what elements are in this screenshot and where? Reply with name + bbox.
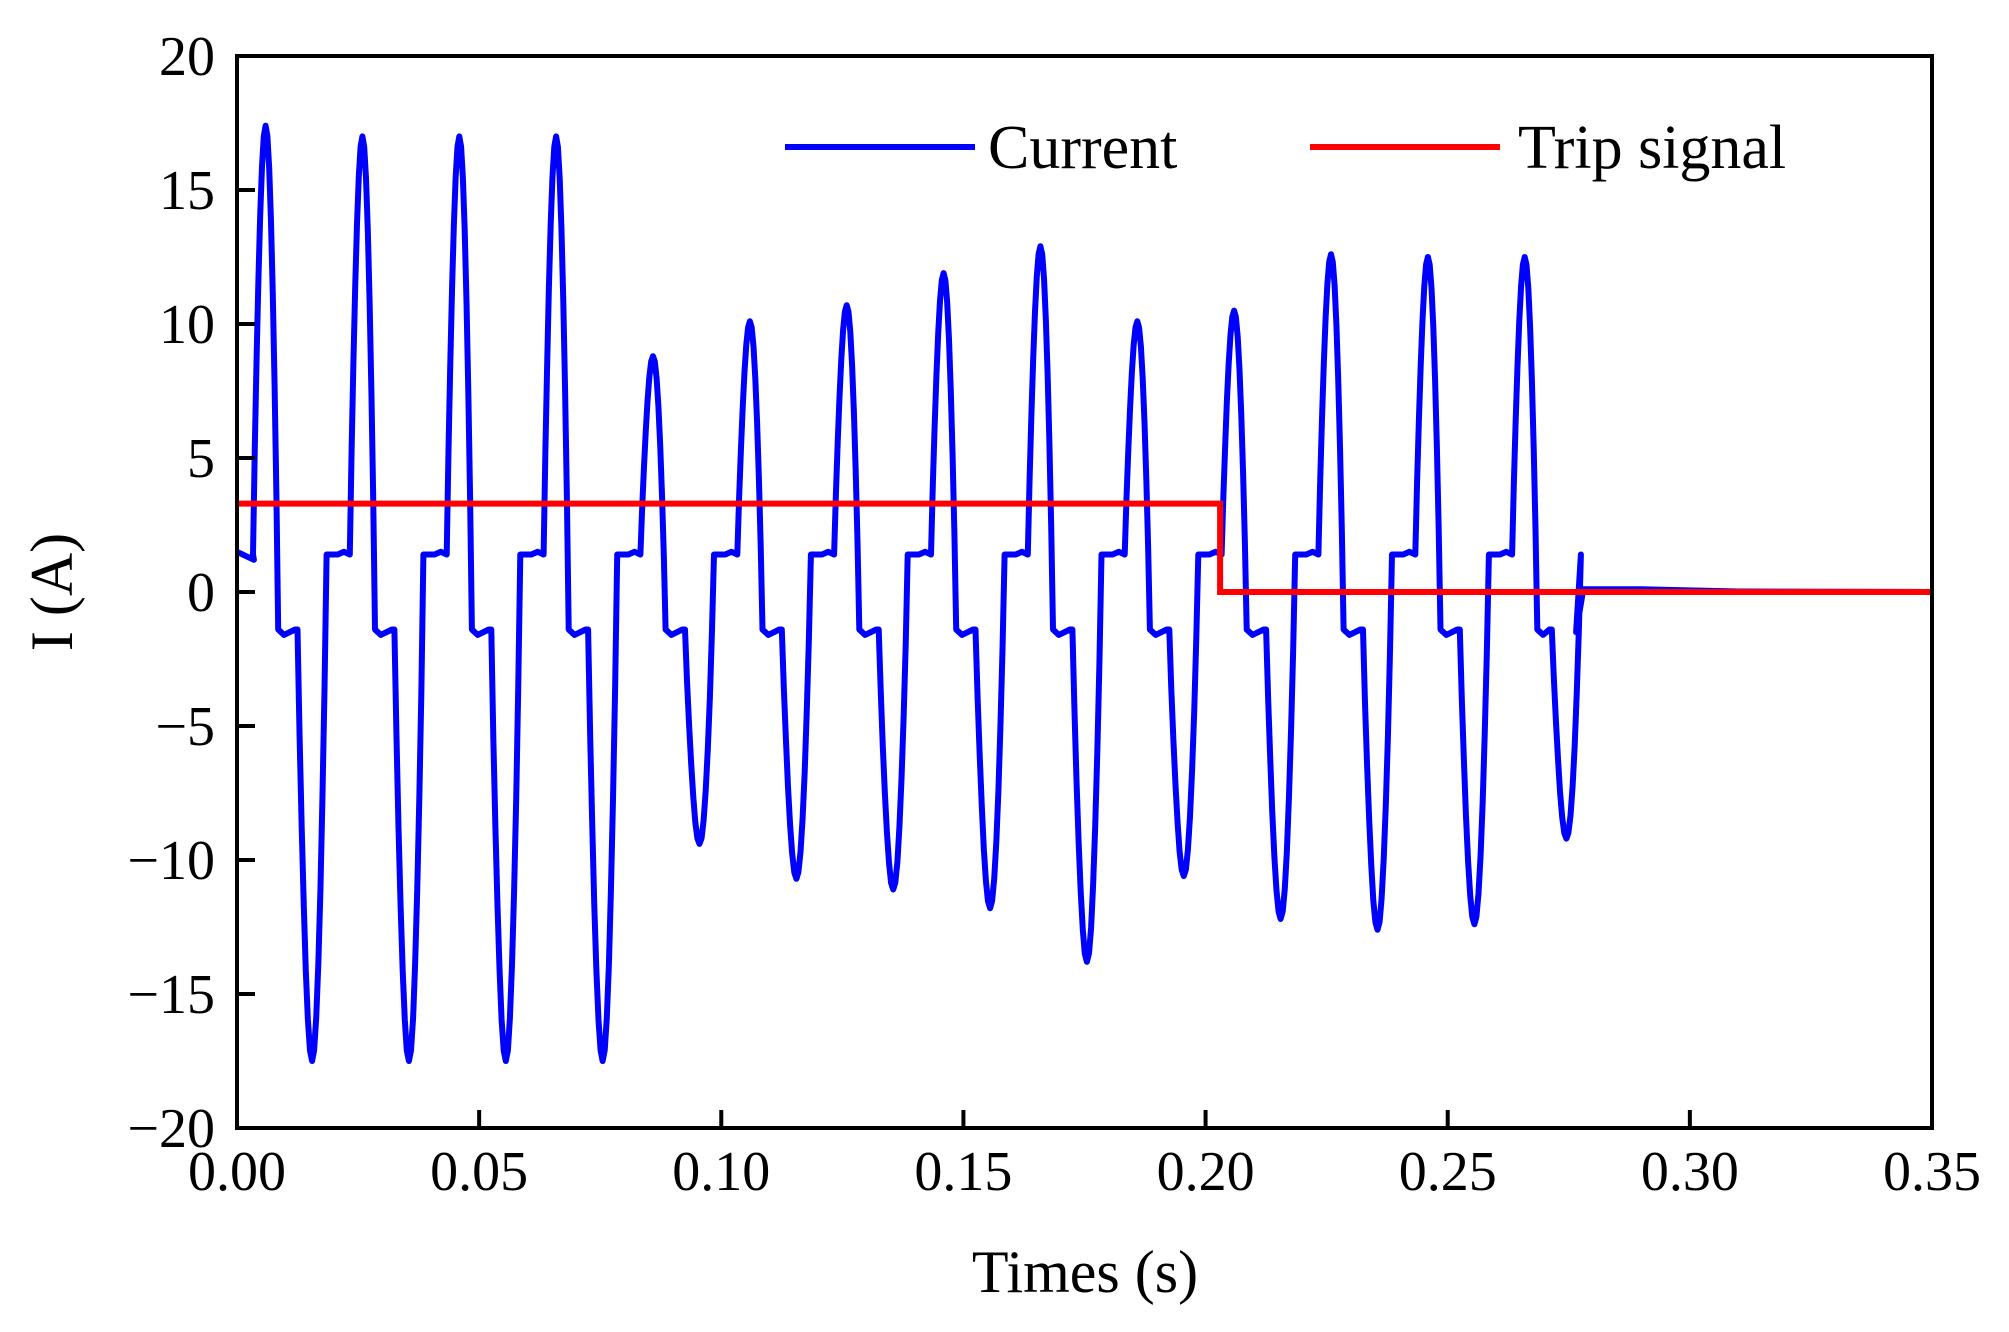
legend-label-current: Current <box>988 114 1177 182</box>
x-tick-label: 0.10 <box>672 1141 770 1203</box>
series-line-trip-signal <box>237 500 1932 595</box>
x-axis: 0.00 0.05 0.10 0.15 0.20 0.25 0.30 0.35 <box>188 1110 1981 1203</box>
x-tick-label: 0.30 <box>1641 1141 1739 1203</box>
legend-label-trip-signal: Trip signal <box>1518 114 1786 182</box>
y-tick-label: 20 <box>159 26 215 88</box>
y-tick-label: 10 <box>159 294 215 356</box>
x-tick-label: 0.25 <box>1399 1141 1497 1203</box>
y-tick-label: 0 <box>187 562 215 624</box>
y-axis-title: I (A) <box>19 533 85 651</box>
legend: Current Trip signal <box>785 114 1786 182</box>
y-axis: −20 −15 −10 −5 0 5 10 15 20 <box>127 26 255 1160</box>
x-tick-label: 0.00 <box>188 1141 286 1203</box>
y-tick-label: −5 <box>155 696 215 758</box>
x-tick-label: 0.05 <box>430 1141 528 1203</box>
x-axis-title: Times (s) <box>972 1239 1198 1305</box>
y-tick-label: −15 <box>127 964 215 1026</box>
x-tick-label: 0.20 <box>1157 1141 1255 1203</box>
y-tick-label: −20 <box>127 1098 215 1160</box>
series-layer <box>237 122 1932 1064</box>
series-line-current <box>237 122 1932 1064</box>
y-tick-label: −10 <box>127 830 215 892</box>
x-tick-label: 0.35 <box>1883 1141 1981 1203</box>
y-tick-label: 15 <box>159 160 215 222</box>
x-tick-label: 0.15 <box>914 1141 1012 1203</box>
y-tick-label: 5 <box>187 428 215 490</box>
